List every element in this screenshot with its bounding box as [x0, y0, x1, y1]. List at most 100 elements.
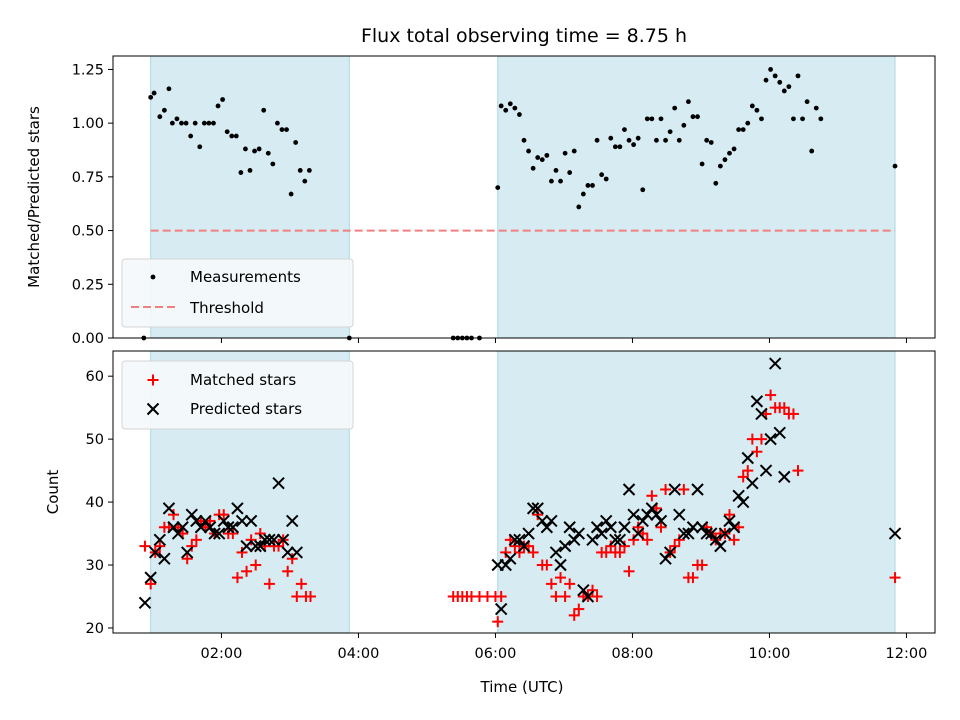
predicted-stars-point-78: [691, 483, 704, 496]
matched-stars-point-99: [737, 471, 749, 483]
predicted-stars-point-84: [718, 527, 732, 540]
predicted-stars-point-30: [276, 533, 290, 547]
bottom-plot-frame: [112, 350, 936, 634]
matched-stars-point-103: [755, 433, 767, 445]
predicted-stars-point-51: [568, 533, 581, 547]
predicted-stars-point-83: [714, 539, 727, 553]
measurements-point-55: [544, 152, 550, 158]
measurements-point-25: [256, 146, 262, 152]
measurements-point-54: [539, 157, 545, 163]
predicted-stars-point-94: [764, 432, 777, 446]
predicted-stars-point-91: [750, 395, 764, 408]
top-legend-box: [121, 258, 354, 328]
matched-stars-point-72: [614, 546, 626, 558]
measurements-point-67: [599, 172, 605, 178]
measurements-point-52: [530, 165, 536, 171]
matched-stars-point-32: [286, 553, 298, 565]
predicted-stars-point-82: [709, 533, 723, 547]
measurements-point-89: [699, 161, 705, 167]
matched-stars-point-85: [673, 534, 685, 546]
predicted-stars-point-32: [286, 514, 299, 528]
predicted-stars-point-50: [563, 521, 576, 534]
legend-predicted-marker: [146, 402, 160, 416]
measurements-point-12: [197, 144, 203, 150]
measurements-point-105: [772, 73, 778, 79]
measurements-point-53: [535, 155, 541, 160]
measurements-point-2: [151, 90, 157, 96]
measurements-point-65: [590, 183, 595, 188]
predicted-stars-point-13: [199, 514, 212, 528]
matched-stars-point-73: [618, 540, 630, 552]
predicted-stars-point-57: [595, 527, 608, 540]
bot-x-tick-label-4: 10:00: [749, 646, 791, 662]
measurements-point-3: [157, 114, 163, 120]
predicted-stars-point-2: [149, 546, 162, 559]
matched-stars-point-54: [532, 509, 544, 521]
top-panel: 0.00 0.25 0.50 0.75 1.00 1.25 Matched/Predict…: [25, 55, 936, 347]
measurements-point-72: [622, 127, 627, 132]
measurements-point-114: [813, 105, 819, 111]
measurements-point-94: [722, 157, 728, 163]
predicted-stars-point-49: [558, 539, 572, 553]
matched-stars-point-25: [254, 528, 266, 540]
matched-stars-point-6: [168, 509, 180, 521]
predicted-stars-point-12: [194, 521, 208, 534]
predicted-stars-point-40: [517, 539, 531, 553]
predicted-stars-point-24: [249, 539, 262, 553]
measurements-point-32: [288, 191, 294, 197]
predicted-stars-point-41: [522, 527, 535, 540]
matched-stars-point-1: [145, 578, 157, 590]
matched-stars-point-82: [660, 483, 672, 495]
count-series: [138, 357, 902, 628]
measurements-point-91: [708, 140, 714, 145]
bottom-y-axis-label: Count: [44, 470, 62, 515]
measurements-point-108: [786, 84, 792, 90]
measurements-point-96: [731, 146, 737, 152]
predicted-stars-point-11: [190, 514, 203, 528]
predicted-stars-point-44: [536, 514, 549, 528]
matched-stars-point-50: [513, 546, 525, 558]
predicted-stars-point-47: [549, 546, 563, 559]
predicted-stars-point-37: [504, 552, 517, 565]
measurements-point-69: [608, 135, 614, 141]
matched-stars-point-10: [186, 540, 198, 552]
predicted-stars-point-90: [746, 476, 759, 490]
predicted-stars-point-97: [778, 470, 791, 484]
top-legend: Measurements Threshold: [121, 258, 354, 328]
matched-stars-point-20: [231, 572, 243, 584]
matched-stars-point-105: [765, 389, 777, 401]
predicted-stars-point-60: [609, 533, 622, 547]
top-y-axis: 0.00 0.25 0.50 0.75 1.00 1.25: [72, 62, 113, 347]
top-y-tick-label-5: 1.25: [72, 62, 104, 78]
matched-stars-point-36: [305, 590, 317, 602]
measurements-point-26: [261, 107, 267, 113]
measurements-point-78: [649, 116, 655, 122]
measurements-point-82: [667, 129, 673, 135]
predicted-stars-point-59: [604, 521, 617, 534]
measurements-point-66: [594, 137, 600, 143]
measurements-point-73: [626, 137, 632, 143]
matched-stars-point-78: [641, 534, 653, 546]
predicted-stars-point-69: [650, 508, 663, 521]
predicted-stars-point-29: [272, 476, 285, 490]
predicted-stars-point-87: [732, 489, 745, 502]
predicted-stars-point-65: [631, 527, 645, 540]
predicted-stars-point-89: [741, 451, 754, 465]
measurements-point-22: [243, 146, 248, 152]
predicted-stars-point-95: [768, 357, 782, 370]
predicted-stars-point-58: [599, 514, 613, 528]
predicted-stars-point-16: [212, 527, 226, 540]
measurements-point-93: [717, 163, 723, 169]
predicted-stars-point-71: [659, 552, 672, 565]
matched-stars-point-19: [227, 528, 239, 540]
predicted-stars-point-20: [231, 502, 244, 515]
predicted-stars-point-75: [677, 527, 691, 540]
predicted-stars-point-63: [622, 483, 636, 496]
matched-stars-point-88: [687, 572, 699, 584]
predicted-stars-point-46: [545, 514, 558, 528]
measurements-point-35: [302, 178, 308, 184]
measurements-point-19: [229, 133, 235, 139]
measurements-point-47: [507, 101, 513, 107]
bottom-y-axis: 20 30 40 50 60: [86, 369, 113, 637]
bot-x-tick-label-1: 04:00: [338, 646, 380, 662]
